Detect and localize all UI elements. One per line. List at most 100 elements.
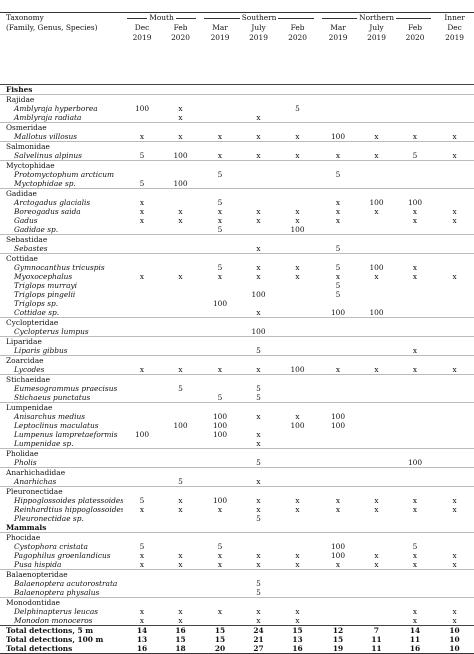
cell: [200, 104, 240, 113]
taxon-row: Eumesogrammus praecisus 5 5: [0, 384, 474, 393]
cell: [318, 393, 358, 403]
taxon-row: Stichaeus punctatus 5 5: [0, 393, 474, 403]
cell: 11: [409, 635, 421, 644]
cell: x: [139, 132, 145, 141]
taxon-name: Monodon monoceros: [14, 616, 93, 625]
cell: 10: [435, 625, 474, 635]
cell: [318, 113, 358, 123]
taxon-row: Pusa hispida x x x x x x x x x: [0, 560, 474, 570]
family-name: Pleuronectidae: [0, 486, 474, 496]
cell: [240, 225, 277, 235]
taxon-row: Amblyraja radiata x x: [0, 113, 474, 123]
cell: 24: [240, 625, 277, 635]
cell: x: [412, 132, 418, 141]
cell: x: [295, 272, 300, 281]
cell: [435, 430, 474, 439]
cell: x: [256, 207, 261, 216]
cell: [318, 607, 358, 616]
total-label: Total detections: [6, 644, 73, 653]
cell: 100: [212, 299, 228, 308]
group-cell: Mouth: [123, 13, 200, 24]
cell: x: [256, 216, 261, 225]
cell: x: [412, 263, 418, 272]
cell: [358, 170, 395, 179]
cell: [161, 225, 200, 235]
cell: [240, 179, 277, 189]
taxon-row: Hippoglossoides platessoides 5 x 100 x x x x x x: [0, 496, 474, 505]
taxon-name: Boreogadus saida: [14, 207, 81, 216]
cell: 5: [217, 263, 223, 272]
cell: [435, 384, 474, 393]
cell: 5: [412, 542, 418, 551]
family-row: Gadidae: [0, 188, 474, 198]
cell: 7: [358, 625, 395, 635]
family-name: Myctophidae: [0, 160, 474, 170]
cell: [435, 179, 474, 189]
cell: [358, 281, 395, 290]
cell: [318, 430, 358, 439]
taxon-row: Anarhichas 5 x: [0, 477, 474, 487]
cell: x: [217, 272, 223, 281]
cell: x: [335, 505, 341, 514]
cell: [277, 439, 318, 449]
cell: x: [256, 263, 261, 272]
cell: [395, 113, 435, 123]
taxon-name: Lycodes: [14, 365, 45, 374]
cell: [358, 514, 395, 523]
cell: [435, 393, 474, 403]
family-name: Liparidae: [0, 336, 474, 346]
family-row: Salmonidae: [0, 141, 474, 151]
cell: x: [256, 244, 261, 253]
cell: [123, 477, 161, 487]
cell: 10: [449, 644, 460, 653]
taxon-name: Balaenoptera physalus: [14, 588, 100, 597]
taxon-row: Amblyraja hyperborea 100 x 5: [0, 104, 474, 113]
cell: [395, 430, 435, 439]
cell: [200, 281, 240, 290]
cell: [277, 170, 318, 179]
cell: 5: [178, 477, 183, 486]
table-header: Taxonomy Mouth Southern Northern Inner (Famil…: [0, 12, 474, 43]
cell: 100: [407, 198, 423, 207]
cell: [240, 281, 277, 290]
cell: 5: [139, 542, 145, 551]
cell: [358, 393, 395, 403]
cell: [435, 579, 474, 588]
cell: 13: [292, 635, 303, 644]
family-name: Lumpenidae: [0, 402, 474, 412]
cell: [200, 179, 240, 189]
cell: [435, 225, 474, 235]
cell: x: [217, 132, 223, 141]
section-title: Mammals: [6, 523, 47, 532]
cell: x: [178, 496, 183, 505]
cell: x: [452, 607, 457, 616]
cell: x: [217, 365, 223, 374]
cell: 5: [335, 263, 341, 272]
cell: [358, 439, 395, 449]
cell: x: [295, 505, 300, 514]
cell: [161, 430, 200, 439]
cell: x: [452, 216, 457, 225]
cell: x: [295, 551, 300, 560]
cell: x: [256, 551, 261, 560]
family-row: Osmeridae: [0, 122, 474, 132]
cell: [123, 579, 161, 588]
cell: [161, 299, 200, 308]
family-name: Osmeridae: [0, 122, 474, 132]
taxon-name: Arctogadus glacialis: [14, 198, 91, 207]
taxon-name: Lumpenidae sp.: [14, 439, 74, 448]
taxon-name: Delphinapterus leucas: [14, 607, 99, 616]
cell: [161, 170, 200, 179]
column-year: 2020: [405, 33, 425, 42]
cell: x: [139, 551, 145, 560]
cell: x: [295, 496, 300, 505]
cell: x: [217, 505, 223, 514]
total-row: Total detections, 5 m 14 16 15 24 15 12 7 14 10: [0, 625, 474, 635]
taxon-name: Cystophora cristata: [14, 542, 88, 551]
group-cell: Inner: [435, 13, 474, 24]
cell: [435, 346, 474, 356]
taxon-row: Triglops sp. 100: [0, 299, 474, 308]
cell: [123, 384, 161, 393]
taxon-name: Salvelinus alpinus: [14, 151, 82, 160]
cell: [435, 458, 474, 468]
